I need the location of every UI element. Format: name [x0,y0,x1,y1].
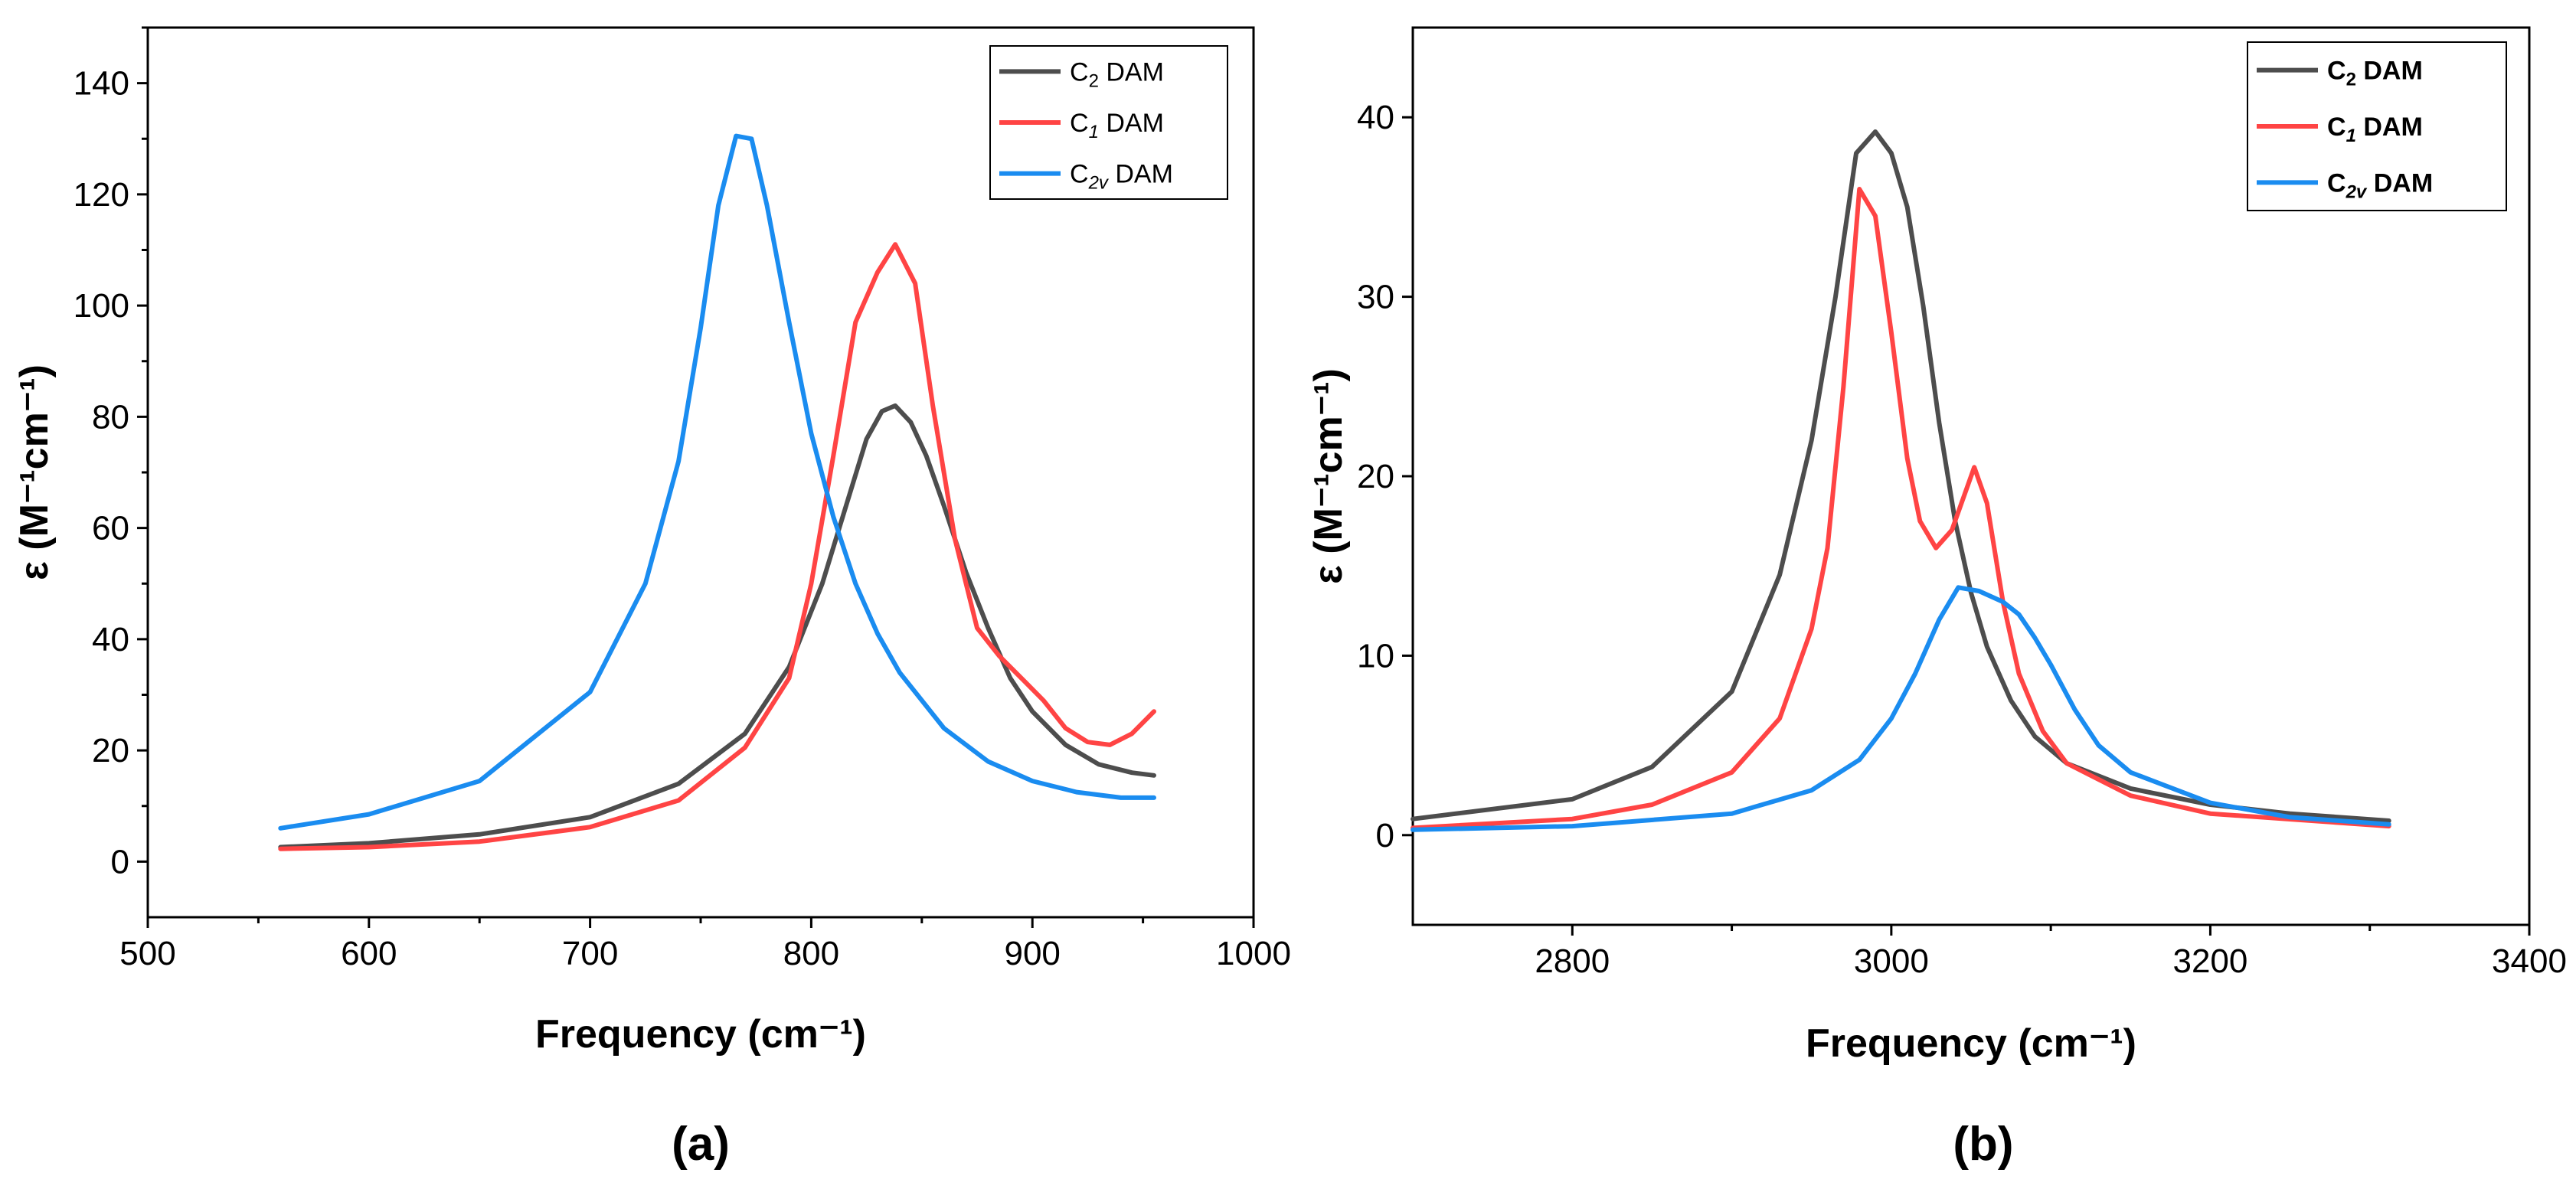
legend-label: C1 DAM [2327,113,2423,146]
y-tick-label: 30 [1357,279,1394,316]
legend: C2 DAM C1 DAM C2v DAM [2247,41,2507,211]
series-line-c1-dam [278,242,1156,851]
y-tick-label: 100 [74,287,129,325]
x-tick-label: 800 [783,935,839,972]
y-tick-label: 140 [74,65,129,103]
y-tick-label: 20 [1357,458,1394,495]
x-axis-title: Frequency (cm⁻¹) [1806,1021,2136,1066]
y-tick-label: 20 [92,732,129,769]
series-line-c2-dam [278,403,1156,850]
panel-label: (b) [1953,1118,2013,1171]
legend-label: C2 DAM [1070,57,1164,91]
series-line-c1-dam [1411,187,2391,831]
panel-label: (a) [672,1118,730,1171]
x-tick-label: 600 [341,935,397,972]
y-axis-title: ε (M⁻¹cm⁻¹) [12,364,57,580]
series-line-c2v-dam [278,133,1156,831]
x-tick-label: 700 [562,935,618,972]
y-tick-label: 60 [92,510,129,547]
x-tick-label: 3200 [2172,942,2247,980]
chart-panel-a: 500 600 700 800 900 1000 0 20 40 60 80 100 120 140 Fre… [12,26,1291,1171]
legend-label: C1 DAM [1070,109,1164,142]
y-tick-label: 0 [1376,817,1394,854]
legend-label: C2v DAM [2327,168,2433,202]
x-tick-label: 500 [119,935,175,972]
legend-label: C2 DAM [2327,57,2423,90]
x-tick-label: 2800 [1535,942,1610,980]
x-tick-label: 900 [1004,935,1060,972]
y-tick-label: 40 [1357,99,1394,136]
y-tick-label: 80 [92,398,129,436]
legend: C2 DAM C1 DAM C2v DAM [989,45,1228,200]
series-line-c2-dam [1411,129,2391,823]
y-tick-label: 40 [92,621,129,658]
x-axis-title: Frequency (cm⁻¹) [535,1012,866,1057]
y-tick-label: 120 [74,176,129,214]
y-tick-label: 0 [111,843,129,880]
y-tick-label: 10 [1357,637,1394,675]
chart-panel-b: 2800 3000 3200 3400 0 10 20 30 40 Frequency (cm⁻¹… [1306,26,2567,1171]
x-tick-label: 3000 [1854,942,1929,980]
series-line-c2v-dam [1411,585,2391,832]
x-tick-label: 3400 [2492,942,2567,980]
y-axis-title: ε (M⁻¹cm⁻¹) [1306,368,1351,584]
legend-label: C2v DAM [1070,160,1173,194]
x-tick-label: 1000 [1216,935,1291,972]
